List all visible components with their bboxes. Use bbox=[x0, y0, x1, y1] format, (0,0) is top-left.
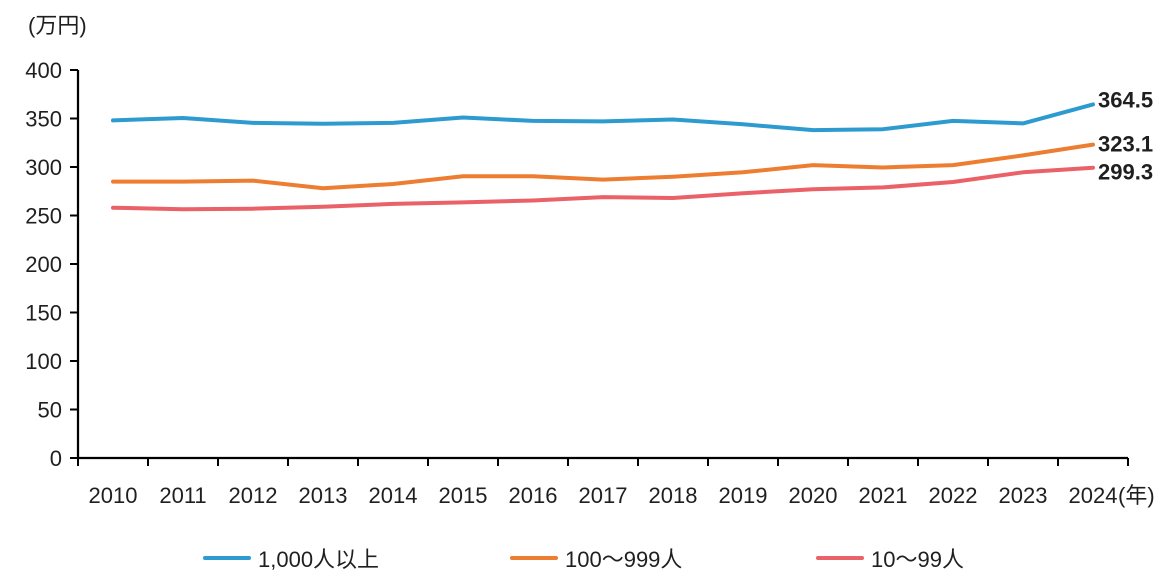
x-axis-tick-label: 2022 bbox=[929, 483, 978, 508]
x-axis-tick-label: 2014 bbox=[369, 483, 418, 508]
y-axis-tick-label: 150 bbox=[25, 301, 62, 326]
x-axis-tick-label: 2013 bbox=[299, 483, 348, 508]
y-axis-unit-label: (万円) bbox=[28, 13, 87, 38]
x-axis-unit-label: (年) bbox=[1118, 483, 1155, 508]
y-axis-tick-label: 0 bbox=[50, 446, 62, 471]
series-end-data-label: 323.1 bbox=[1098, 132, 1153, 157]
legend-item-10to99: 10〜99人 bbox=[816, 544, 964, 571]
x-axis-tick-label: 2023 bbox=[999, 483, 1048, 508]
x-axis-tick-label: 2024 bbox=[1069, 483, 1118, 508]
x-axis-tick-label: 2021 bbox=[859, 483, 908, 508]
x-axis-tick-label: 2012 bbox=[229, 483, 278, 508]
series-end-data-label: 299.3 bbox=[1098, 160, 1153, 185]
series-line-1000plus bbox=[111, 102, 1095, 133]
legend: 1,000人以上 100〜999人 10〜99人 bbox=[0, 544, 1165, 571]
legend-line-sample-10to99-icon bbox=[816, 555, 864, 560]
y-axis-tick-label: 400 bbox=[25, 58, 62, 83]
x-axis-tick-label: 2010 bbox=[89, 483, 138, 508]
legend-label-100to999: 100〜999人 bbox=[565, 546, 683, 571]
y-axis-tick-label: 300 bbox=[25, 155, 62, 180]
y-axis-tick-label: 50 bbox=[38, 398, 62, 423]
legend-item-1000plus: 1,000人以上 bbox=[203, 544, 379, 571]
series-end-data-label: 364.5 bbox=[1098, 87, 1153, 112]
x-axis-tick-label: 2015 bbox=[439, 483, 488, 508]
legend-line-sample-100to999-icon bbox=[510, 555, 558, 560]
legend-label-1000plus: 1,000人以上 bbox=[258, 546, 380, 571]
y-axis-tick-label: 250 bbox=[25, 204, 62, 229]
legend-item-100to999: 100〜999人 bbox=[510, 544, 682, 571]
series-line-100to999 bbox=[111, 142, 1095, 191]
y-axis-tick-label: 350 bbox=[25, 107, 62, 132]
x-axis-tick-label: 2020 bbox=[789, 483, 838, 508]
y-axis-tick-label: 100 bbox=[25, 349, 62, 374]
x-axis-tick-label: 2018 bbox=[649, 483, 698, 508]
x-axis-tick-label: 2011 bbox=[159, 483, 206, 508]
legend-line-sample-1000plus-icon bbox=[203, 555, 251, 560]
x-axis-tick-label: 2019 bbox=[719, 483, 768, 508]
series-line-10to99 bbox=[111, 165, 1095, 212]
x-axis-tick-label: 2016 bbox=[509, 483, 558, 508]
legend-label-10to99: 10〜99人 bbox=[871, 546, 964, 571]
x-axis-tick-label: 2017 bbox=[579, 483, 628, 508]
y-axis-tick-label: 200 bbox=[25, 252, 62, 277]
